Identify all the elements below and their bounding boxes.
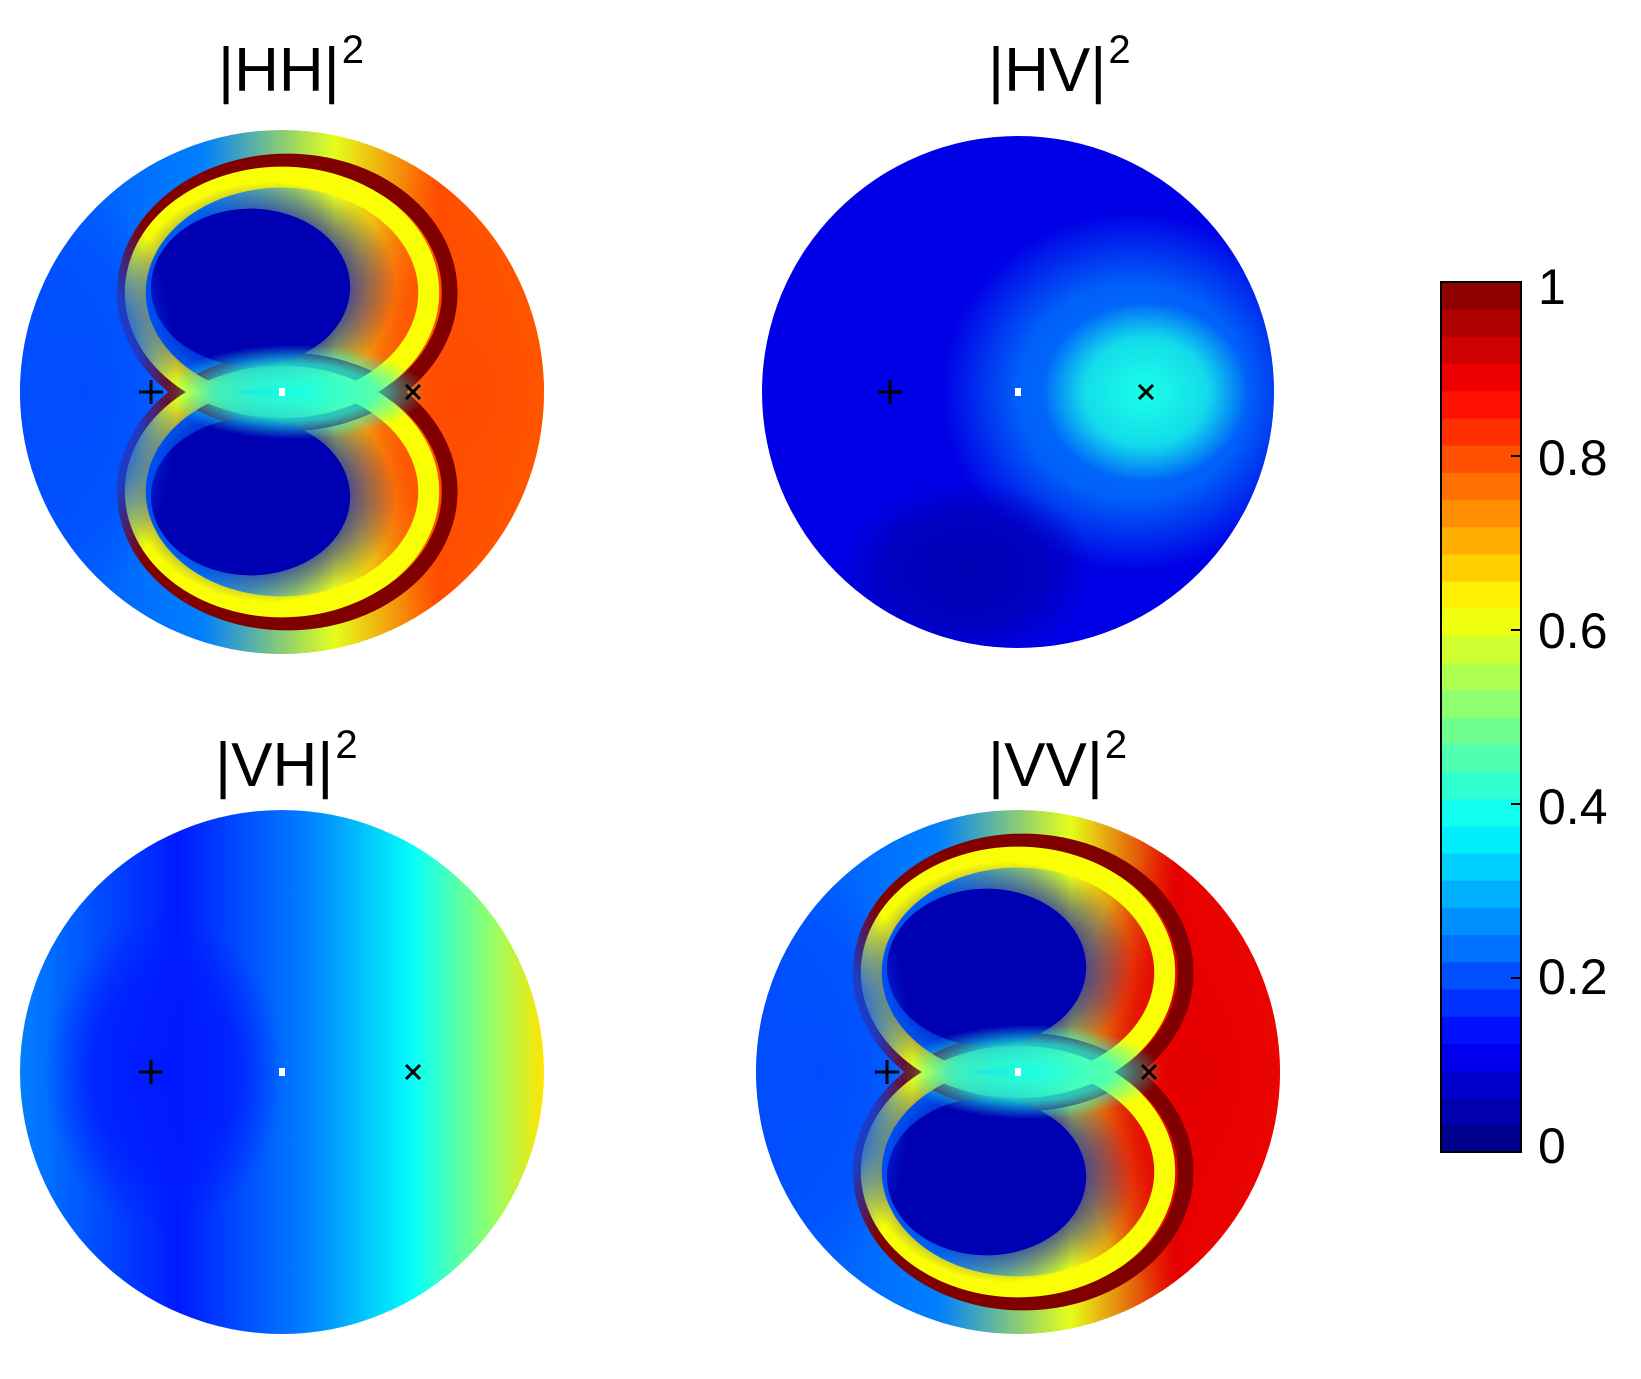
- marker-dot: [279, 388, 285, 396]
- colorbar-swatch: [1441, 880, 1521, 908]
- map-blob: [334, 143, 544, 641]
- colorbar-swatch: [1441, 1124, 1521, 1153]
- colorbar: [1440, 281, 1522, 1153]
- marker-dot: [279, 1068, 285, 1076]
- colorbar-swatch: [1441, 1016, 1521, 1044]
- colorbar-swatch: [1441, 1097, 1521, 1126]
- colorbar-swatch: [1441, 282, 1521, 310]
- colorbar-swatch: [1441, 961, 1521, 990]
- colorbar-tick-0.6: 0.6: [1538, 603, 1608, 659]
- colorbar-swatch: [1441, 852, 1521, 881]
- map-blob: [900, 1024, 1163, 1120]
- panel-hv: [762, 136, 1274, 648]
- colorbar-tick-0.8: 0.8: [1538, 430, 1608, 486]
- marker-dot: [1015, 388, 1021, 396]
- marker-cross: [404, 383, 422, 401]
- title-hh-base: |HH|: [218, 36, 340, 105]
- colorbar-swatch: [1441, 390, 1521, 419]
- colorbar-swatch: [1441, 608, 1521, 637]
- colorbar-swatch: [1441, 1043, 1521, 1072]
- lobe-core-lower: [887, 1098, 1087, 1256]
- title-hv-exp: 2: [1108, 28, 1131, 72]
- colorbar-frame: [1440, 281, 1522, 1153]
- panel-vv: [756, 810, 1280, 1334]
- title-vv-exp: 2: [1104, 723, 1128, 767]
- colorbar-swatch: [1441, 771, 1521, 800]
- colorbar-swatch: [1441, 499, 1521, 528]
- panel-vh: [20, 810, 544, 1334]
- colorbar-swatch: [1441, 825, 1521, 854]
- map-blob: [838, 481, 1095, 648]
- title-vh: |VH|2: [215, 725, 358, 797]
- title-hh: |HH|2: [218, 30, 364, 102]
- colorbar-swatch: [1441, 798, 1521, 827]
- lobe-core-lower: [151, 418, 351, 576]
- colorbar-tick-1: 1: [1538, 259, 1566, 315]
- colorbar-swatch: [1441, 635, 1521, 664]
- colorbar-swatch: [1441, 309, 1521, 337]
- marker-cross: [404, 1063, 422, 1081]
- colorbar-swatch: [1441, 336, 1521, 365]
- marker-plus: [875, 1060, 899, 1084]
- panel-hh-map: [20, 130, 544, 654]
- title-vv: |VV|2: [988, 725, 1127, 797]
- colorbar-swatch: [1441, 934, 1521, 963]
- colorbar-swatch: [1441, 717, 1521, 745]
- colorbar-swatch: [1441, 1070, 1521, 1099]
- marker-plus: [878, 380, 902, 404]
- colorbar-swatch: [1441, 689, 1521, 718]
- colorbar-swatch: [1441, 445, 1521, 473]
- colorbar-swatch: [1441, 581, 1521, 609]
- map-blob: [164, 344, 427, 440]
- panel-hv-map: [762, 136, 1274, 648]
- title-vv-base: |VV|: [988, 731, 1103, 800]
- marker-cross: [1140, 1063, 1158, 1081]
- colorbar-swatch: [1441, 662, 1521, 691]
- map-blob: [1070, 823, 1280, 1321]
- panel-vv-map: [756, 810, 1280, 1334]
- colorbar-swatch: [1441, 472, 1521, 501]
- marker-cross: [1137, 383, 1155, 401]
- colorbar-swatch: [1441, 553, 1521, 582]
- title-vh-base: |VH|: [215, 731, 334, 800]
- colorbar-tick-0.4: 0.4: [1538, 779, 1608, 835]
- map-blob: [46, 914, 282, 1230]
- title-hv: |HV|2: [988, 30, 1131, 102]
- colorbar-swatch: [1441, 988, 1521, 1017]
- lobe-core-upper: [151, 208, 351, 366]
- colorbar-tick-0.2: 0.2: [1538, 949, 1608, 1005]
- panel-hh: [20, 130, 544, 654]
- marker-plus: [139, 1060, 163, 1084]
- colorbar-swatch: [1441, 417, 1521, 446]
- title-hh-exp: 2: [341, 28, 365, 72]
- colorbar-swatch: [1441, 526, 1521, 555]
- colorbar-swatch: [1441, 363, 1521, 392]
- marker-plus: [139, 380, 163, 404]
- marker-dot: [1015, 1068, 1021, 1076]
- colorbar-swatch: [1441, 907, 1521, 936]
- title-hv-base: |HV|: [988, 36, 1107, 105]
- title-vh-exp: 2: [335, 723, 358, 767]
- lobe-core-upper: [887, 888, 1087, 1046]
- colorbar-tick-0: 0: [1538, 1118, 1566, 1174]
- colorbar-swatch: [1441, 744, 1521, 772]
